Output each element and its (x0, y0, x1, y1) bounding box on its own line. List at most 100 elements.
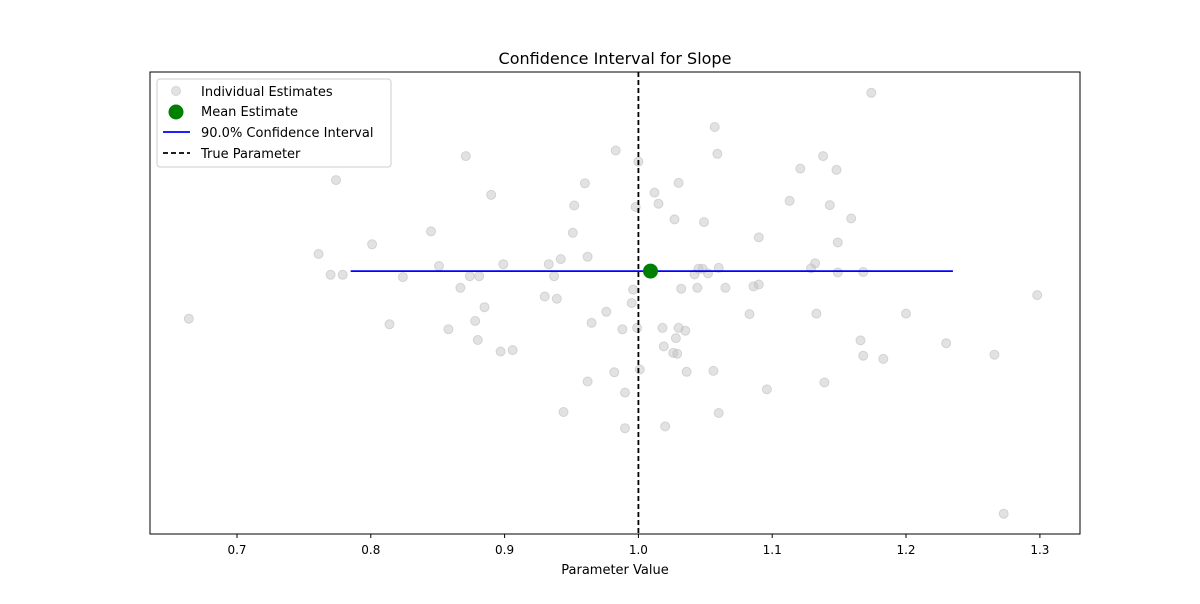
individual-estimate-point-80 (810, 258, 821, 269)
individual-estimate-point-61 (692, 282, 703, 293)
individual-estimate-point-27 (558, 407, 569, 417)
individual-estimate-point-19 (495, 346, 506, 357)
individual-estimate-point-71 (720, 282, 731, 293)
individual-estimate-point-47 (653, 198, 664, 209)
individual-estimate-point-66 (708, 365, 719, 376)
individual-estimate-point-38 (620, 387, 630, 398)
individual-estimate-point-72 (744, 309, 755, 320)
individual-estimate-point-69 (713, 408, 724, 418)
individual-estimate-point-93 (878, 353, 889, 364)
individual-estimate-point-25 (551, 293, 562, 304)
individual-estimate-point-70 (713, 262, 724, 273)
individual-estimate-point-57 (676, 283, 687, 294)
individual-estimate-point-26 (555, 254, 566, 265)
individual-estimate-point-15 (472, 335, 483, 345)
legend-true-parameter-label: True Parameter (200, 147, 301, 162)
individual-estimate-point-82 (818, 151, 829, 162)
individual-estimate-point-75 (753, 232, 764, 243)
individual-estimate-point-73 (748, 281, 759, 292)
individual-estimate-point-22 (539, 291, 550, 302)
individual-estimate-point-14 (470, 316, 481, 326)
individual-estimate-point-29 (569, 200, 580, 211)
individual-estimate-point-92 (866, 87, 877, 98)
individual-estimate-point-18 (486, 189, 497, 200)
individual-estimate-point-64 (699, 217, 709, 228)
individual-estimate-point-97 (998, 508, 1009, 519)
legend-mean-estimate-label: Mean Estimate (201, 105, 298, 120)
individual-estimate-point-83 (819, 377, 830, 388)
x-tick-label-2: 0.9 (495, 543, 514, 557)
individual-estimate-point-4 (337, 269, 348, 280)
individual-estimate-point-87 (832, 267, 843, 278)
individual-estimate-point-9 (434, 261, 444, 271)
x-tick-label-5: 1.2 (896, 543, 915, 557)
individual-estimate-point-3 (331, 175, 341, 186)
individual-estimate-point-24 (549, 271, 560, 282)
individual-estimate-point-53 (670, 333, 681, 344)
individual-estimate-point-54 (672, 348, 683, 359)
x-tick-label-0: 0.7 (227, 543, 246, 557)
legend-box (156, 78, 392, 168)
individual-estimate-point-88 (846, 213, 857, 224)
individual-estimate-point-78 (795, 163, 806, 174)
individual-estimate-point-12 (460, 151, 471, 162)
legend-confidence-interval-label: 90.0% Confidence Interval (201, 126, 373, 141)
individual-estimate-point-17 (479, 302, 490, 313)
individual-estimate-point-39 (620, 423, 630, 434)
individual-estimate-point-95 (941, 338, 952, 349)
individual-estimate-point-43 (632, 322, 643, 333)
individual-estimate-point-32 (582, 376, 593, 387)
x-axis-label: Parameter Value (561, 563, 668, 578)
individual-estimate-point-46 (649, 187, 660, 198)
chart-title: Confidence Interval for Slope (499, 49, 732, 68)
individual-estimate-point-7 (397, 272, 408, 283)
individual-estimate-point-90 (858, 350, 869, 361)
individual-estimate-point-89 (855, 335, 866, 346)
individual-estimate-point-30 (579, 178, 590, 189)
individual-estimate-point-1 (313, 249, 324, 259)
individual-estimate-point-41 (628, 284, 639, 295)
legend-mean-estimate-marker (168, 104, 184, 120)
individual-estimate-point-77 (784, 195, 795, 206)
individual-estimate-point-20 (498, 259, 509, 270)
individual-estimate-point-28 (567, 227, 578, 238)
individual-estimate-point-55 (673, 177, 684, 188)
individual-estimate-point-37 (617, 324, 628, 335)
legend: Individual Estimates Mean Estimate 90.0%… (156, 78, 392, 168)
individual-estimate-point-13 (464, 271, 475, 282)
mean-estimate-point (643, 263, 658, 279)
individual-estimate-point-11 (455, 282, 466, 293)
individual-estimate-point-76 (761, 384, 772, 395)
individual-estimate-point-50 (660, 421, 671, 432)
individual-estimate-point-6 (384, 319, 395, 330)
individual-estimate-point-59 (681, 366, 692, 377)
x-tick-label-4: 1.1 (763, 543, 782, 557)
individual-estimates-layer (183, 87, 1043, 519)
individual-estimate-point-74 (753, 279, 764, 290)
x-axis-ticks: 0.7 0.8 0.9 1.0 1.1 1.2 1.3 (227, 534, 1049, 557)
individual-estimate-point-68 (712, 148, 723, 159)
individual-estimate-point-31 (582, 251, 593, 262)
individual-estimate-point-94 (901, 308, 911, 319)
individual-estimate-point-34 (601, 306, 612, 317)
individual-estimate-point-35 (609, 367, 620, 378)
x-tick-label-3: 1.0 (629, 543, 648, 557)
individual-estimate-point-21 (507, 345, 518, 356)
individual-estimate-point-8 (426, 226, 436, 237)
individual-estimate-point-45 (634, 364, 645, 375)
x-tick-label-6: 1.3 (1030, 543, 1049, 557)
individual-estimate-point-52 (669, 214, 680, 225)
individual-estimate-point-49 (658, 341, 669, 352)
individual-estimate-point-16 (474, 271, 485, 282)
individual-estimate-point-84 (824, 200, 835, 211)
individual-estimate-point-58 (680, 325, 691, 336)
individual-estimate-point-0 (183, 313, 194, 324)
overlay-layer (350, 72, 953, 534)
individual-estimate-point-2 (325, 269, 336, 280)
individual-estimate-point-81 (811, 308, 822, 319)
individual-estimate-point-67 (709, 122, 720, 132)
individual-estimate-point-36 (610, 145, 621, 156)
individual-estimate-point-85 (831, 164, 842, 175)
